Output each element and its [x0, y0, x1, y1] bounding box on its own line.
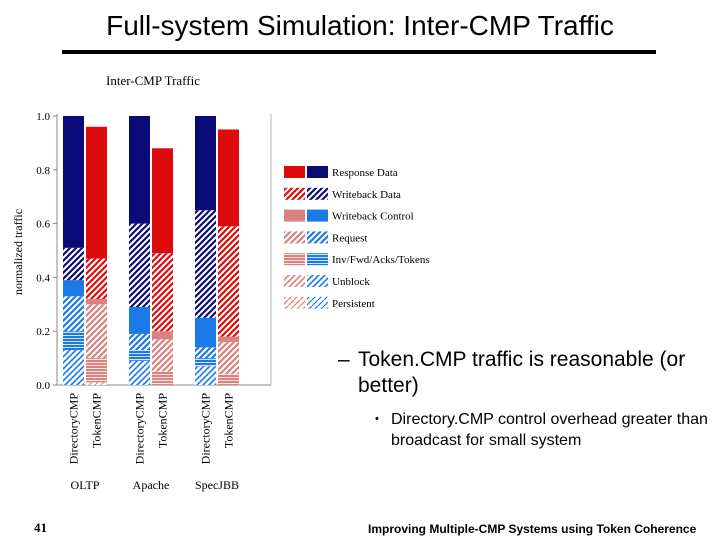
bar-specjbb-token-writeback-data	[218, 226, 239, 337]
bar-oltp-token-writeback-data	[86, 258, 107, 299]
bar-specjbb-token-writeback-control	[218, 336, 239, 342]
legend-label-writeback-control: Writeback Control	[332, 211, 414, 223]
legend-swatch-token-response-data	[284, 166, 305, 178]
bar-apache-directory-writeback-data	[129, 223, 150, 307]
legend-label-writeback-data: Writeback Data	[332, 189, 401, 201]
group-label-oltp: OLTP	[71, 478, 100, 492]
bar-specjbb-directory-request	[195, 347, 216, 359]
bullet-token-traffic: – Token.CMP traffic is reasonable (or be…	[338, 347, 718, 399]
bar-oltp-directory-writeback-control	[63, 280, 84, 297]
bar-specjbb-directory-response-data	[195, 116, 216, 211]
legend-swatch-directory-writeback-data	[307, 187, 328, 200]
y-tick-label: 0.4	[36, 272, 50, 284]
legend-swatch-directory-unblock	[307, 275, 328, 287]
bar-label-specjbb-directory: DirectoryCMP	[199, 393, 213, 465]
bar-oltp-directory-response-data	[63, 116, 84, 248]
legend-swatch-directory-request	[307, 231, 328, 244]
y-tick-label: 0.8	[36, 165, 50, 177]
legend-swatch-directory-persistent	[307, 296, 328, 309]
bar-oltp-token-writeback-control	[86, 298, 107, 305]
bar-specjbb-directory-writeback-control	[195, 317, 216, 348]
legend-label-unblock: Unblock	[332, 276, 370, 288]
legend-swatch-token-unblock	[284, 275, 305, 287]
bar-apache-token-inv-fwd-acks-tokens	[152, 371, 173, 385]
bar-apache-directory-inv-fwd-acks-tokens	[129, 350, 150, 361]
group-label-specjbb: SpecJBB	[195, 478, 239, 492]
bar-oltp-directory-unblock	[63, 350, 84, 385]
title-rule	[62, 50, 656, 54]
bar-specjbb-token-inv-fwd-acks-tokens	[218, 374, 239, 385]
legend-label-request: Request	[332, 232, 367, 244]
bar-label-specjbb-token: TokenCMP	[222, 393, 236, 448]
legend-label-persistent: Persistent	[332, 298, 375, 310]
sub-bullet-text: Directory.CMP control overhead greater t…	[391, 411, 708, 449]
bar-specjbb-directory-unblock	[195, 366, 216, 385]
bar-label-apache-token: TokenCMP	[156, 393, 170, 448]
bar-apache-token-request	[152, 339, 173, 372]
bar-oltp-token-response-data	[86, 126, 107, 259]
legend-swatch-directory-writeback-control	[307, 209, 328, 222]
page-number: 41	[34, 520, 47, 535]
legend-swatch-directory-inv-fwd-acks-tokens	[307, 253, 328, 266]
bar-oltp-token-inv-fwd-acks-tokens	[86, 358, 107, 383]
group-label-apache: Apache	[133, 478, 170, 492]
legend-label-response-data: Response Data	[332, 167, 398, 179]
legend-swatch-token-writeback-control	[284, 209, 305, 222]
legend-swatch-token-request	[284, 231, 305, 244]
slide-title: Full-system Simulation: Inter-CMP Traffi…	[106, 10, 614, 41]
y-tick-label: 0.6	[36, 219, 50, 231]
bars	[63, 116, 239, 385]
legend-swatch-token-inv-fwd-acks-tokens	[284, 253, 305, 266]
bar-oltp-token-request	[86, 304, 107, 359]
bar-apache-token-response-data	[152, 148, 173, 254]
bar-apache-directory-writeback-control	[129, 306, 150, 334]
legend-swatch-token-writeback-data	[284, 187, 305, 200]
bar-apache-directory-unblock	[129, 360, 150, 385]
bar-specjbb-token-response-data	[218, 129, 239, 227]
bar-specjbb-directory-inv-fwd-acks-tokens	[195, 358, 216, 367]
y-tick-label: 0.0	[36, 380, 50, 392]
bar-specjbb-token-request	[218, 341, 239, 375]
footer-text: Improving Multiple-CMP Systems using Tok…	[368, 522, 697, 536]
legend: Response Data Writeback Data Writeback Con…	[284, 166, 430, 310]
bar-oltp-token-persistent	[86, 382, 107, 385]
bar-specjbb-directory-writeback-data	[195, 210, 216, 318]
bar-oltp-directory-inv-fwd-acks-tokens	[63, 331, 84, 351]
bar-apache-directory-request	[129, 333, 150, 351]
dash-marker: –	[338, 348, 350, 371]
sub-bullet-directory-overhead: • Directory.CMP control overhead greater…	[375, 409, 715, 451]
bar-apache-token-writeback-data	[152, 253, 173, 332]
y-axis-label: normalized traffic	[11, 209, 25, 295]
y-tick-label: 1.0	[36, 111, 50, 123]
bar-label-oltp-token: TokenCMP	[90, 393, 104, 448]
chart-title: Inter-CMP Traffic	[106, 73, 200, 88]
dot-marker: •	[375, 413, 379, 425]
bar-label-oltp-directory: DirectoryCMP	[67, 393, 81, 465]
legend-swatch-token-persistent	[284, 296, 305, 309]
bar-apache-directory-response-data	[129, 116, 150, 224]
bar-oltp-directory-writeback-data	[63, 247, 84, 281]
x-labels: DirectoryCMP TokenCMP OLTP DirectoryCMP Toke…	[67, 393, 240, 492]
bullet-text: Token.CMP traffic is reasonable (or bett…	[358, 348, 686, 397]
bar-apache-token-writeback-control	[152, 331, 173, 340]
bar-oltp-directory-request	[63, 296, 84, 332]
bar-label-apache-directory: DirectoryCMP	[133, 393, 147, 465]
y-tick-label: 0.2	[36, 326, 50, 338]
legend-label-inv-fwd-acks-tokens: Inv/Fwd/Acks/Tokens	[332, 254, 430, 266]
legend-swatch-directory-response-data	[307, 166, 328, 178]
